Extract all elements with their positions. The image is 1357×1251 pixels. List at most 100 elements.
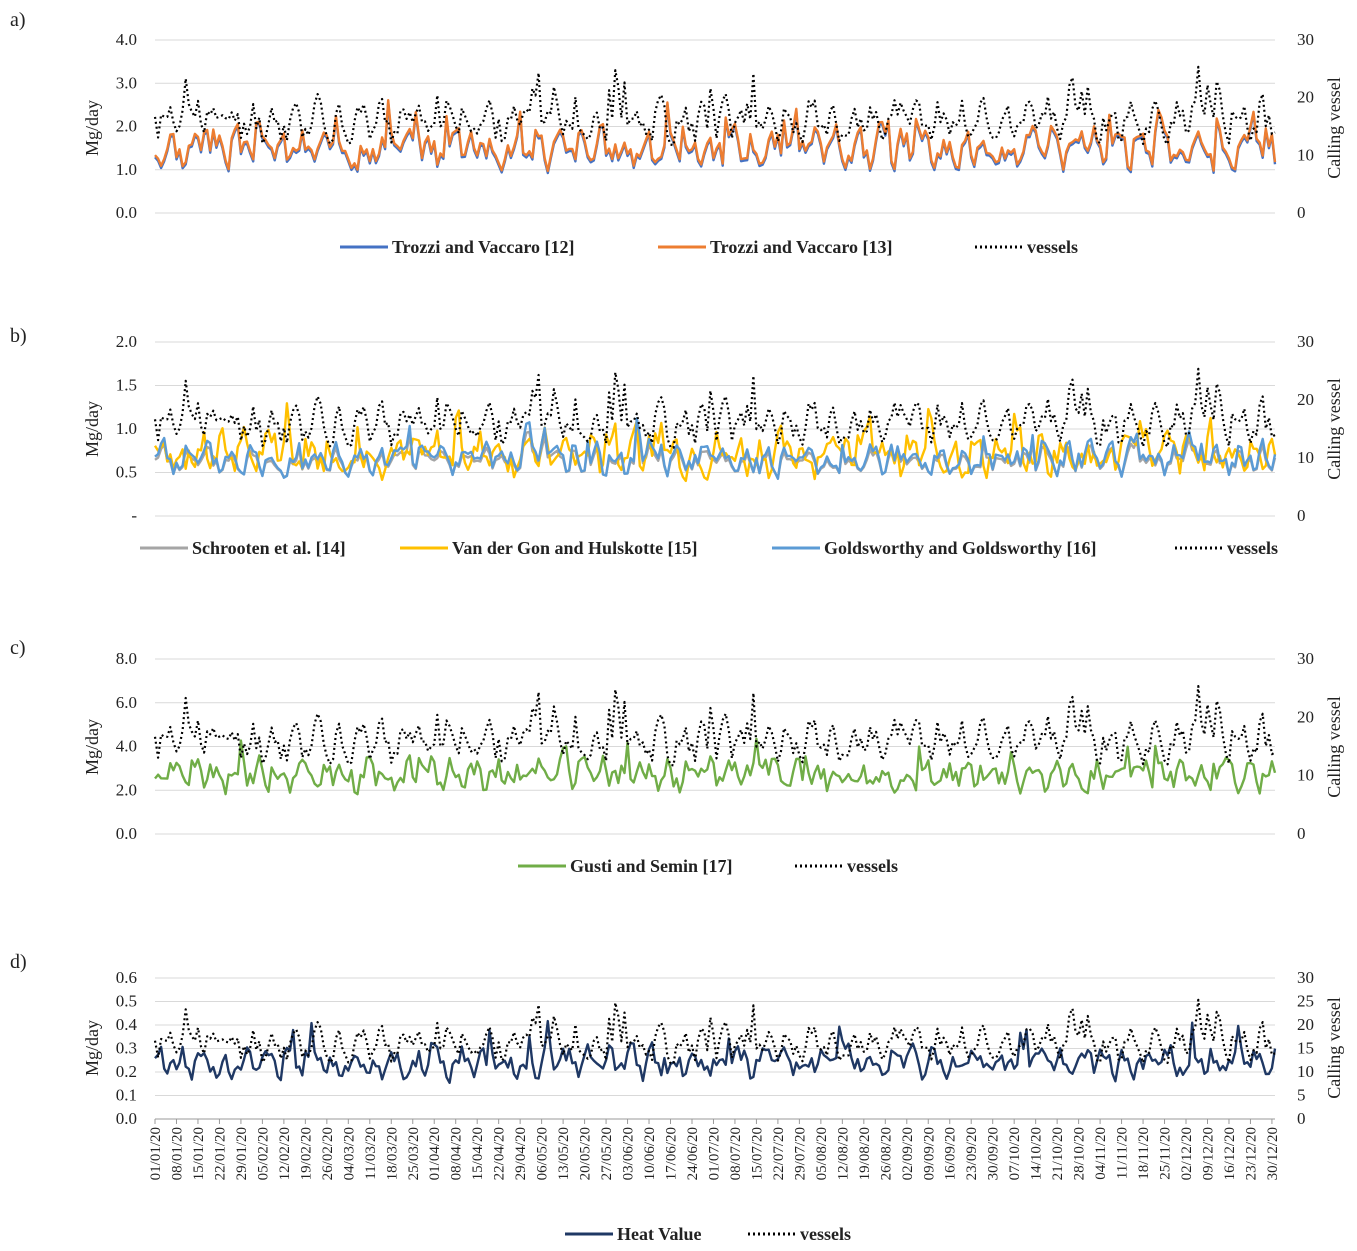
x-tick-label: 09/12/20 [1201, 1127, 1217, 1180]
series-line-goldsworthy-and-goldsworthy-16- [154, 417, 1277, 480]
x-tick-label: 05/02/20 [255, 1127, 271, 1180]
x-tick-label: 12/08/20 [835, 1127, 851, 1180]
x-tick-label: 28/10/20 [1072, 1127, 1088, 1180]
legend-label: Trozzi and Vaccaro [12] [392, 237, 575, 257]
legend-label: vessels [1027, 237, 1078, 257]
series-line-vessels [153, 684, 1276, 767]
y-tick-label: 4.0 [116, 30, 137, 49]
y2-tick-label: 0 [1297, 824, 1306, 843]
y-tick-label: 1.5 [116, 376, 137, 395]
y2-tick-label: 30 [1297, 968, 1314, 987]
x-tick-label: 26/02/20 [320, 1127, 336, 1180]
panel-d-ticks: 0.0 0.1 0.2 0.3 0.4 0.5 0.6 0 5 10 15 20 25 30 [116, 968, 1314, 1128]
y2-tick-label: 10 [1297, 766, 1314, 785]
x-tick-label: 25/03/20 [406, 1127, 422, 1180]
panel-a-label: a) [10, 9, 26, 31]
x-tick-label: 03/06/20 [621, 1127, 637, 1180]
panel-a-lines [153, 65, 1277, 175]
x-tick-label: 08/01/20 [170, 1127, 186, 1180]
y-tick-label: 0.0 [116, 824, 137, 843]
panel-a-grid [155, 39, 1275, 214]
x-tick-label: 16/12/20 [1222, 1127, 1238, 1180]
panel-d-label: d) [10, 951, 27, 973]
x-tick-label: 19/08/20 [857, 1127, 873, 1180]
x-tick-label: 11/03/20 [363, 1127, 379, 1180]
legend-label: Heat Value [617, 1224, 702, 1244]
legend-label: Goldsworthy and Goldsworthy [16] [824, 538, 1097, 558]
x-tick-label: 11/11/20 [1115, 1127, 1131, 1179]
y2-tick-label: 30 [1297, 30, 1314, 49]
panel-a: a) Mg/day Calling vessel 0.0 1.0 2.0 3.0 4.0… [10, 9, 1344, 257]
y2-tick-label: 10 [1297, 1062, 1314, 1081]
y2-tick-label: 20 [1297, 1015, 1314, 1034]
y-tick-label: 0.2 [116, 1062, 137, 1081]
panel-c-lines [153, 684, 1277, 796]
panel-b-grid [155, 341, 1275, 517]
x-tick-label: 20/05/20 [578, 1127, 594, 1180]
series-line-gusti-and-semin-17- [154, 737, 1277, 796]
x-tick-label: 23/12/20 [1244, 1127, 1260, 1180]
legend-label: Van der Gon and Hulskotte [15] [452, 538, 698, 558]
x-tick-label: 30/12/20 [1265, 1127, 1281, 1180]
panel-b-lines [153, 367, 1277, 483]
legend-label: Schrooten et al. [14] [192, 538, 346, 558]
y2-tick-label: 0 [1297, 203, 1306, 222]
y2-tick-label: 20 [1297, 88, 1314, 107]
x-tick-label: 10/06/20 [642, 1127, 658, 1180]
x-tick-label: 29/01/20 [234, 1127, 250, 1180]
x-tick-label: 17/06/20 [664, 1127, 680, 1180]
panel-d-date-ticks: 01/01/20 08/01/20 15/01/20 22/01/20 29/01/20… [148, 1118, 1281, 1180]
y2-tick-label: 30 [1297, 332, 1314, 351]
x-tick-label: 24/06/20 [685, 1127, 701, 1180]
x-tick-label: 23/09/20 [964, 1127, 980, 1180]
x-tick-label: 15/04/20 [470, 1127, 486, 1180]
panel-d-y2label: Calling vessel [1324, 997, 1344, 1099]
panel-b-y2label: Calling vessel [1324, 378, 1344, 480]
x-tick-label: 08/04/20 [449, 1127, 465, 1180]
x-tick-label: 14/10/20 [1029, 1127, 1045, 1180]
x-tick-label: 09/09/20 [921, 1127, 937, 1180]
panel-a-ticks: 0.0 1.0 2.0 3.0 4.0 0 10 20 30 [116, 30, 1314, 222]
legend-label: vessels [800, 1224, 851, 1244]
legend-label: Gusti and Semin [17] [570, 856, 733, 876]
x-tick-label: 18/11/20 [1136, 1127, 1152, 1180]
x-tick-label: 15/07/20 [749, 1127, 765, 1180]
y-tick-label: 1.0 [116, 160, 137, 179]
x-tick-label: 02/09/20 [900, 1127, 916, 1180]
panel-a-y2label: Calling vessel [1324, 77, 1344, 179]
y2-tick-label: 0 [1297, 1109, 1306, 1128]
y2-tick-label: 20 [1297, 390, 1314, 409]
y2-tick-label: 5 [1297, 1086, 1306, 1105]
x-tick-label: 18/03/20 [384, 1127, 400, 1180]
x-tick-label: 01/07/20 [707, 1127, 723, 1180]
panel-d-ylabel: Mg/day [82, 1020, 102, 1076]
x-tick-label: 29/07/20 [792, 1127, 808, 1180]
y2-tick-label: 30 [1297, 649, 1314, 668]
panel-d-legend: Heat Value vessels [565, 1224, 851, 1244]
panel-b-ylabel: Mg/day [82, 401, 102, 457]
x-tick-label: 02/12/20 [1179, 1127, 1195, 1180]
x-tick-label: 04/03/20 [341, 1127, 357, 1180]
y-tick-label: 3.0 [116, 73, 137, 92]
panel-b-label: b) [10, 325, 27, 347]
panel-a-ylabel: Mg/day [82, 100, 102, 156]
y2-tick-label: 0 [1297, 506, 1306, 525]
x-tick-label: 21/10/20 [1050, 1127, 1066, 1180]
y-tick-label: 2.0 [116, 780, 137, 799]
y-tick-label: 0.0 [116, 1109, 137, 1128]
panel-d: d) Mg/day Calling vessel 0.0 0.1 0.2 0.3 0.4… [10, 951, 1344, 1244]
series-line-vessels [153, 65, 1276, 147]
y-tick-label: 6.0 [116, 693, 137, 712]
legend-label: vessels [1227, 538, 1278, 558]
panel-c-ylabel: Mg/day [82, 719, 102, 775]
y-tick-label: 0.0 [116, 203, 137, 222]
x-tick-label: 04/11/20 [1093, 1127, 1109, 1180]
x-tick-label: 08/07/20 [728, 1127, 744, 1180]
panel-b-ticks: - 0.5 1.0 1.5 2.0 0 10 20 30 [116, 332, 1314, 525]
panel-a-legend: Trozzi and Vaccaro [12] Trozzi and Vaccar… [340, 237, 1078, 257]
x-tick-label: 27/05/20 [599, 1127, 615, 1180]
y-tick-label: 0.6 [116, 968, 137, 987]
series-line-heat-value [154, 1019, 1277, 1085]
x-tick-label: 01/01/20 [148, 1127, 164, 1180]
